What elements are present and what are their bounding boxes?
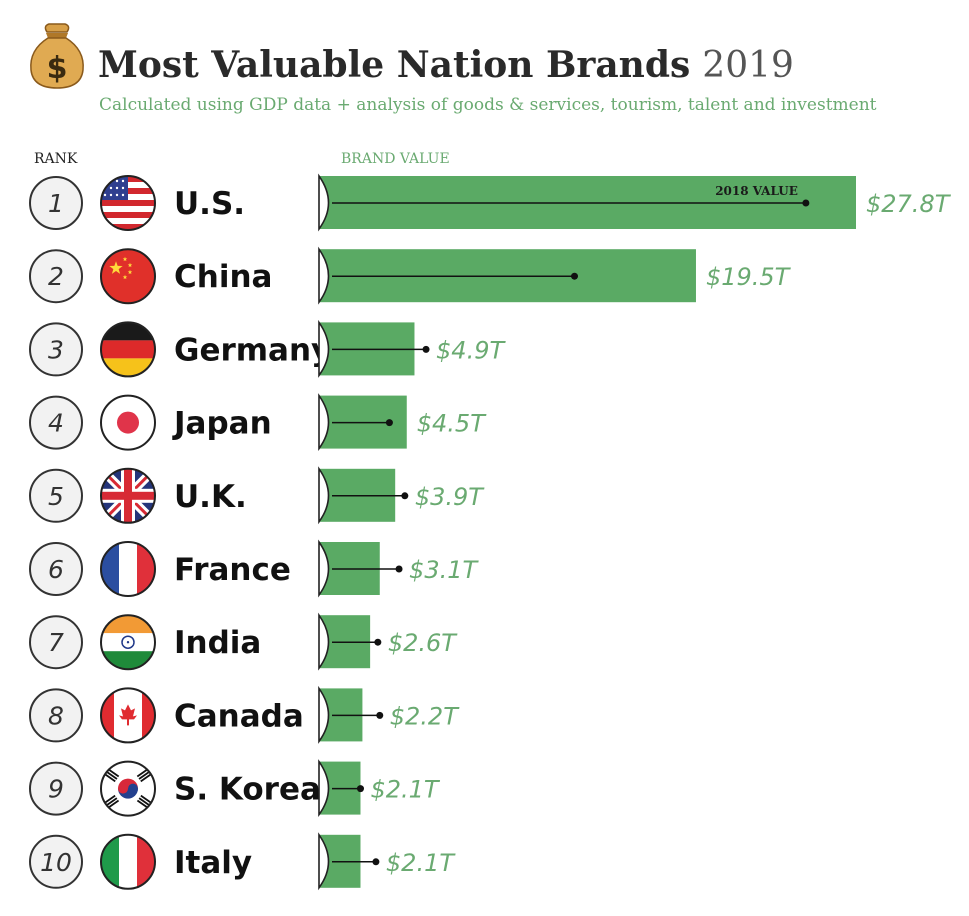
bar-edge [318, 832, 330, 891]
country-label: China [174, 259, 272, 295]
bar-edge [318, 393, 330, 452]
prior-year-marker [374, 638, 382, 646]
prior-year-marker [422, 345, 430, 353]
value-label: $4.5T [417, 410, 487, 438]
prior-year-marker [802, 199, 810, 207]
chart-title: Most Valuable Nation Brands 2019 [98, 44, 794, 86]
country-label: Germany [174, 332, 331, 368]
bar-edge [318, 759, 330, 818]
rank-column-header: RANK [34, 151, 78, 167]
prior-year-annotation: 2018 VALUE [715, 184, 798, 198]
chart-row: 2 China $19.5T [29, 246, 792, 305]
rank-number: 9 [48, 775, 64, 804]
rank-circle [29, 176, 83, 230]
chart-row: 3 Germany $4.9T [29, 319, 506, 378]
value-column-header: BRAND VALUE [341, 151, 450, 167]
country-label: Italy [174, 845, 252, 881]
rank-number: 6 [48, 555, 64, 584]
flag-us-icon [100, 175, 156, 231]
value-label: $2.6T [388, 629, 458, 657]
money-bag-icon: $ [30, 23, 84, 89]
prior-year-marker [376, 711, 384, 719]
country-label: U.K. [174, 479, 247, 515]
value-label: $2.1T [370, 776, 440, 804]
rank-circle [29, 322, 83, 377]
prior-year-marker [401, 492, 409, 500]
title-text: Most Valuable Nation Brands [98, 44, 690, 86]
chart-row: 6 France $3.1T [29, 539, 479, 598]
rank-circle [29, 615, 83, 670]
chart-row: 9 S. Korea $2.1T [29, 759, 441, 818]
bar-edge [318, 685, 330, 744]
flag-gb-icon [100, 467, 156, 524]
country-label: S. Korea [174, 772, 321, 808]
prior-year-marker [571, 272, 579, 280]
rank-number: 4 [48, 409, 64, 438]
rank-circle [29, 688, 83, 743]
value-label: $4.9T [436, 336, 506, 364]
flag-ca-icon [100, 687, 156, 744]
country-label: Japan [172, 406, 272, 442]
flag-in-icon [100, 614, 156, 671]
value-label: $27.8T [866, 190, 952, 218]
value-label: $3.1T [409, 556, 479, 584]
flag-kr-icon [100, 760, 156, 817]
rank-circle [29, 249, 83, 304]
prior-year-marker [385, 419, 393, 427]
rank-number: 8 [48, 701, 64, 730]
chart-rows: 1 U.S. 2018 VALUE $27.8T 2 China $19.5T 3 German… [29, 173, 952, 891]
rank-circle [29, 834, 83, 889]
bar-edge [318, 539, 330, 598]
chart-row: 7 India $2.6T [29, 612, 458, 671]
rank-circle [29, 542, 83, 596]
flag-de-icon [100, 321, 156, 378]
value-label: $2.2T [390, 702, 460, 730]
rank-number: 3 [48, 335, 64, 364]
rank-number: 7 [48, 628, 64, 657]
chart-subtitle: Calculated using GDP data + analysis of … [99, 95, 877, 115]
prior-year-marker [395, 565, 403, 573]
rank-circle [29, 468, 83, 523]
country-label: France [174, 552, 291, 588]
rank-circle [29, 395, 83, 450]
bar-edge [318, 173, 330, 232]
bar-edge [318, 319, 330, 378]
title-year: 2019 [702, 45, 794, 86]
chart-row: 8 Canada $2.2T [29, 685, 460, 744]
country-label: Canada [174, 698, 304, 734]
country-label: U.S. [174, 186, 245, 222]
prior-year-marker [356, 785, 364, 793]
rank-number: 5 [48, 482, 64, 511]
value-label: $2.1T [386, 849, 456, 877]
chart-row: 1 U.S. 2018 VALUE $27.8T [29, 173, 952, 232]
chart-row: 4 Japan $4.5T [29, 393, 487, 452]
bar-edge [318, 246, 330, 305]
rank-circle [29, 761, 83, 816]
flag-cn-icon [100, 248, 156, 305]
bar-edge [318, 466, 330, 525]
country-label: India [174, 625, 261, 661]
flag-jp-icon [100, 394, 156, 451]
svg-text:$: $ [47, 51, 68, 86]
rank-number: 2 [48, 262, 64, 291]
rank-number: 10 [40, 848, 72, 877]
value-label: $19.5T [706, 263, 792, 291]
chart-row: 5 U.K. $3.9T [29, 466, 485, 525]
chart-row: 10 Italy $2.1T [29, 832, 456, 891]
flag-fr-icon [100, 541, 156, 597]
value-label: $3.9T [415, 483, 485, 511]
bar-edge [318, 612, 330, 671]
rank-number: 1 [48, 189, 64, 218]
prior-year-marker [372, 858, 380, 866]
flag-it-icon [100, 833, 156, 890]
